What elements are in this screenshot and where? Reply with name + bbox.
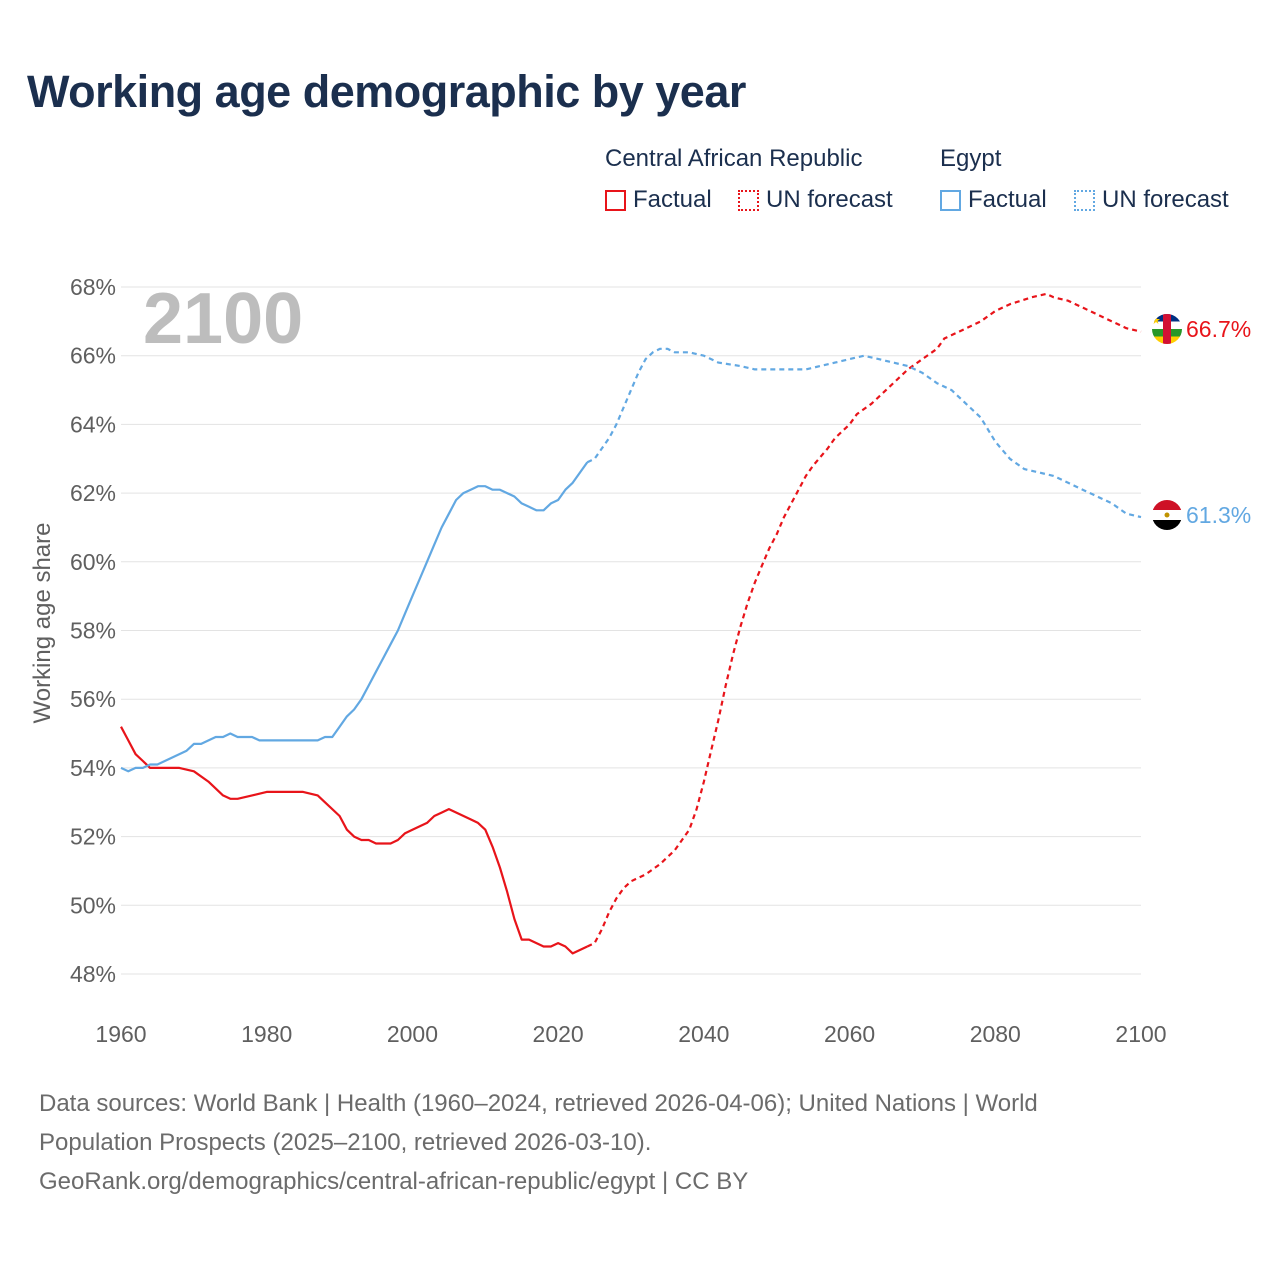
footer-attribution[interactable]: GeoRank.org/demographics/central-african… — [39, 1168, 749, 1195]
legend-label: UN forecast — [766, 186, 893, 213]
legend-item-egypt-forecast[interactable]: UN forecast — [1074, 186, 1229, 214]
legend-label: UN forecast — [1102, 186, 1229, 213]
legend-swatch-solid-red — [605, 189, 626, 211]
series-line-egypt-factual[interactable] — [120, 461, 589, 773]
legend-item-caf-factual[interactable]: Factual — [605, 186, 712, 214]
x-tick-label: 2020 — [533, 1021, 584, 1047]
x-tick-label: 2100 — [1115, 1021, 1166, 1047]
y-tick-label: 66% — [70, 343, 116, 369]
chart-title: Working age demographic by year — [27, 66, 746, 117]
line-chart: 2100 48% 50% 52% 54% 56% 58% 60% 62% 64% 66% 68% 1… — [29, 274, 1251, 1047]
legend-label: Factual — [633, 186, 712, 213]
y-tick-label: 64% — [70, 411, 116, 437]
end-label-caf: 66.7% — [1186, 316, 1251, 342]
legend-swatch-dotted-red — [738, 189, 759, 211]
y-tick-label: 56% — [70, 686, 116, 712]
series-line-central-african-republic-forecast[interactable] — [586, 292, 1142, 948]
y-tick-label: 62% — [70, 480, 116, 506]
y-tick-label: 60% — [70, 549, 116, 575]
x-tick-label: 2040 — [678, 1021, 729, 1047]
y-tick-label: 68% — [70, 274, 116, 300]
legend-label: Factual — [968, 186, 1047, 213]
x-axis-ticks: 1960 1980 2000 2020 2040 2060 2080 2100 — [95, 1021, 1166, 1047]
x-tick-label: 1960 — [95, 1021, 146, 1047]
series-line-egypt-forecast[interactable] — [586, 347, 1142, 519]
x-tick-label: 2060 — [824, 1021, 875, 1047]
y-tick-label: 58% — [70, 618, 116, 644]
y-tick-label: 52% — [70, 824, 116, 850]
legend-item-caf-forecast[interactable]: UN forecast — [738, 186, 893, 214]
end-label-egypt: 61.3% — [1186, 502, 1251, 528]
y-axis-ticks: 48% 50% 52% 54% 56% 58% 60% 62% 64% 66% 68% — [70, 274, 116, 987]
footer-sources-line-2: Population Prospects (2025–2100, retriev… — [39, 1129, 652, 1156]
gridlines — [121, 286, 1141, 975]
legend-group-central-african-republic: Central African Republic — [605, 145, 863, 172]
series-lines — [120, 292, 1142, 955]
y-tick-label: 48% — [70, 961, 116, 987]
y-tick-label: 54% — [70, 755, 116, 781]
x-tick-label: 2080 — [970, 1021, 1021, 1047]
legend-swatch-dotted-blue — [1074, 189, 1095, 211]
legend-swatch-solid-blue — [940, 189, 961, 211]
x-tick-label: 1980 — [241, 1021, 292, 1047]
x-tick-label: 2000 — [387, 1021, 438, 1047]
footer-sources-line-1: Data sources: World Bank | Health (1960–… — [39, 1090, 1038, 1117]
y-axis-label: Working age share — [29, 523, 56, 724]
y-tick-label: 50% — [70, 892, 116, 918]
series-line-central-african-republic-factual[interactable] — [120, 726, 588, 955]
year-watermark: 2100 — [143, 279, 303, 359]
flag-central-african-republic-icon — [1152, 314, 1182, 344]
flag-egypt-icon — [1152, 500, 1182, 530]
legend-group-egypt: Egypt — [940, 145, 1002, 172]
legend-item-egypt-factual[interactable]: Factual — [940, 186, 1047, 214]
